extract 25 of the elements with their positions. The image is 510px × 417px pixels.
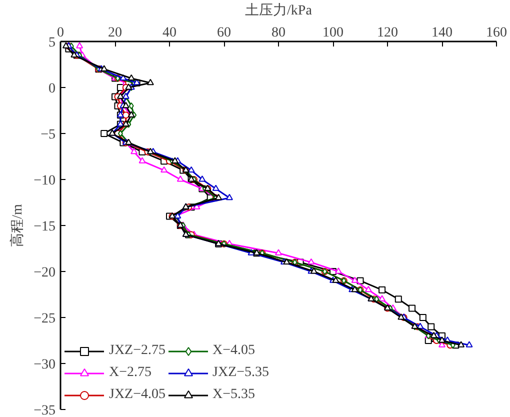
x-tick-label: 140 bbox=[432, 26, 452, 40]
x-tick-label: 120 bbox=[377, 26, 398, 40]
y-tick-label: 5 bbox=[48, 36, 56, 50]
legend-label: JXZ−4.05 bbox=[109, 387, 166, 403]
y-tick-label: −5 bbox=[40, 128, 56, 142]
y-tick-label: 0 bbox=[48, 82, 56, 96]
x-tick-label: 80 bbox=[272, 26, 286, 40]
legend-label: X−2.75 bbox=[109, 365, 152, 381]
y-axis-title: 高程/m bbox=[10, 204, 26, 247]
legend-label: X−4.05 bbox=[212, 343, 256, 359]
x-axis-title: 土压力/kPa bbox=[245, 2, 313, 18]
y-tick-label: −10 bbox=[34, 174, 56, 188]
x-tick-label: 160 bbox=[486, 26, 507, 40]
y-tick-label: −15 bbox=[34, 220, 56, 234]
x-tick-label: 100 bbox=[322, 26, 344, 40]
x-tick-label: 20 bbox=[108, 26, 122, 40]
y-tick-label: −30 bbox=[34, 358, 56, 372]
x-tick-label: 60 bbox=[217, 26, 231, 40]
x-tick-label: 40 bbox=[162, 26, 176, 40]
y-tick-label: −35 bbox=[34, 404, 56, 417]
y-tick-label: −25 bbox=[34, 312, 56, 326]
legend-label: JXZ−5.35 bbox=[212, 365, 270, 381]
legend-label: X−5.35 bbox=[212, 387, 256, 403]
legend-label: JXZ−2.75 bbox=[109, 343, 166, 359]
y-tick-label: −20 bbox=[34, 266, 56, 280]
